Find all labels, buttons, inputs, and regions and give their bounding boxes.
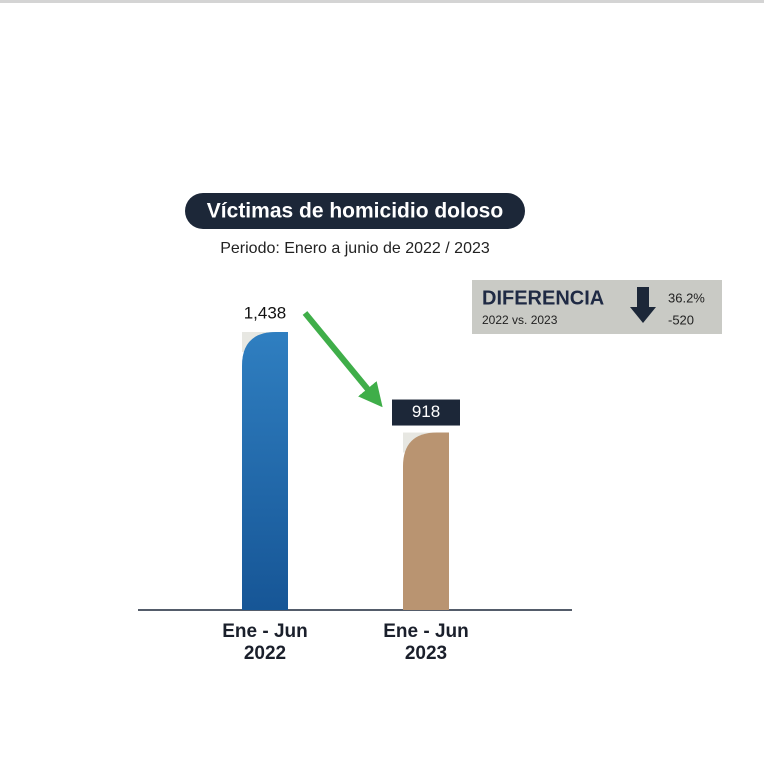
chart-title: Víctimas de homicidio doloso: [207, 200, 503, 223]
bar: [403, 432, 449, 610]
top-border: [0, 0, 764, 3]
difference-box: [472, 280, 722, 334]
value-label-box: [392, 399, 460, 426]
down-arrow: [630, 287, 656, 323]
chart-subtitle: Periodo: Enero a junio de 2022 / 2023: [220, 240, 490, 257]
bar-shade: [242, 332, 288, 610]
difference-change: -520: [668, 312, 694, 327]
x-tick-label: Ene - Jun 2023: [383, 621, 469, 664]
title-pill: [185, 193, 525, 229]
value-label: 1,438: [244, 303, 287, 322]
trend-arrow: [302, 311, 383, 408]
difference-subtitle: 2022 vs. 2023: [482, 313, 558, 327]
difference-percent: 36.2%: [668, 290, 705, 305]
value-label: 918: [412, 402, 440, 421]
difference-title: DIFERENCIA: [482, 287, 604, 309]
x-tick-label: Ene - Jun 2022: [222, 621, 308, 664]
